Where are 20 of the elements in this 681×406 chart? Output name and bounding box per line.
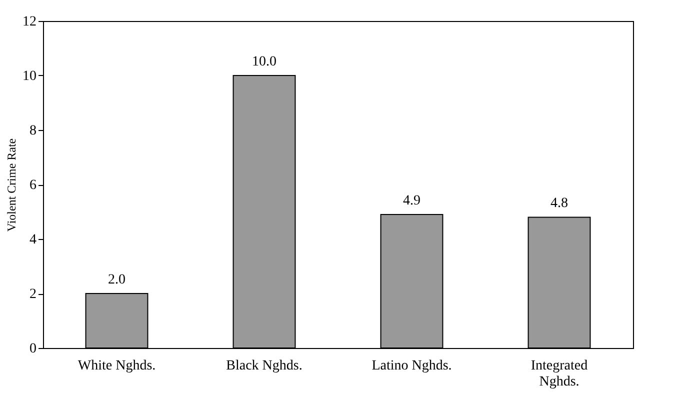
data-label: 4.9 — [403, 193, 420, 208]
y-axis-title: Violent Crime Rate — [4, 138, 18, 232]
bar — [232, 75, 296, 348]
x-tick-label: Integrated Nghds. — [530, 358, 588, 390]
y-tick-label: 6 — [30, 178, 36, 193]
data-label: 4.8 — [550, 196, 568, 212]
y-tick-label: 4 — [30, 232, 36, 248]
data-label: 10.0 — [252, 54, 276, 70]
y-tick-label: 10 — [22, 69, 36, 84]
x-tick-label: Black Nghds. — [226, 358, 302, 374]
bar — [380, 214, 444, 348]
bar — [528, 216, 591, 348]
x-tick-label: Latino Nghds. — [372, 358, 452, 374]
y-tick-label: 0 — [30, 342, 36, 356]
data-label: 2.0 — [108, 272, 126, 288]
bar — [85, 293, 148, 348]
x-tick-label: White Nghds. — [78, 358, 156, 374]
y-tick-label: 2 — [30, 287, 36, 302]
y-tick-label: 12 — [22, 14, 36, 30]
y-tick-label: 8 — [30, 124, 36, 138]
